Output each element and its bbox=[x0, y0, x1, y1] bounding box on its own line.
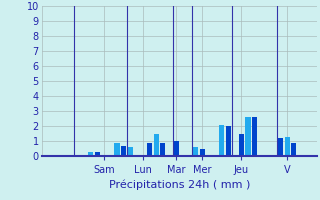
Bar bbox=[219, 124, 224, 156]
Bar bbox=[226, 126, 231, 156]
Bar bbox=[114, 142, 120, 156]
Bar bbox=[285, 137, 290, 156]
Bar bbox=[199, 148, 205, 156]
Bar bbox=[154, 134, 159, 156]
Bar bbox=[95, 152, 100, 156]
Bar bbox=[173, 141, 179, 156]
Bar bbox=[88, 152, 93, 156]
Bar bbox=[252, 117, 257, 156]
Bar bbox=[245, 117, 251, 156]
Bar bbox=[291, 142, 297, 156]
Bar bbox=[160, 142, 165, 156]
Bar bbox=[127, 147, 133, 156]
Bar bbox=[278, 138, 284, 156]
X-axis label: Précipitations 24h ( mm ): Précipitations 24h ( mm ) bbox=[108, 179, 250, 190]
Bar bbox=[121, 146, 126, 156]
Bar bbox=[193, 147, 198, 156]
Bar bbox=[239, 134, 244, 156]
Bar bbox=[147, 142, 152, 156]
